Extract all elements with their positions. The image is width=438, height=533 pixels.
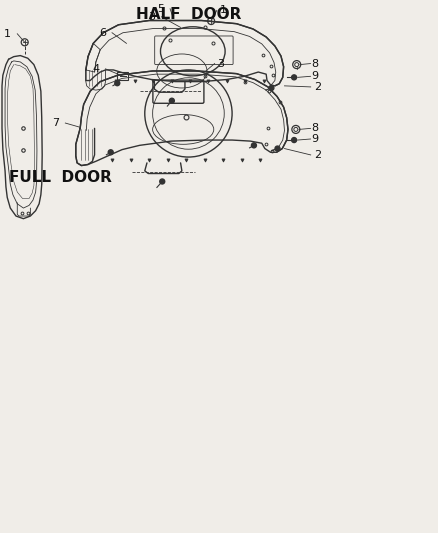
Text: 1: 1 <box>220 5 227 15</box>
Text: 5: 5 <box>157 4 164 14</box>
Text: 3: 3 <box>218 59 225 69</box>
Circle shape <box>251 143 256 148</box>
Text: 4: 4 <box>92 64 99 74</box>
Text: 1: 1 <box>4 29 11 39</box>
Circle shape <box>115 80 120 86</box>
Text: 9: 9 <box>311 134 319 144</box>
Text: FULL  DOOR: FULL DOOR <box>10 169 112 185</box>
Circle shape <box>275 146 280 151</box>
Text: 3: 3 <box>148 12 155 22</box>
Text: HALF  DOOR: HALF DOOR <box>136 6 241 22</box>
Circle shape <box>269 85 274 91</box>
Circle shape <box>292 138 297 142</box>
Circle shape <box>108 150 113 155</box>
Text: 2: 2 <box>314 82 321 92</box>
Circle shape <box>160 179 165 184</box>
Text: 9: 9 <box>311 71 319 82</box>
Circle shape <box>170 98 174 103</box>
Text: 2: 2 <box>314 150 321 160</box>
Circle shape <box>292 75 297 80</box>
Text: 8: 8 <box>311 123 319 133</box>
Text: 8: 8 <box>311 59 319 69</box>
Text: 6: 6 <box>99 28 106 38</box>
Text: 7: 7 <box>52 118 59 128</box>
